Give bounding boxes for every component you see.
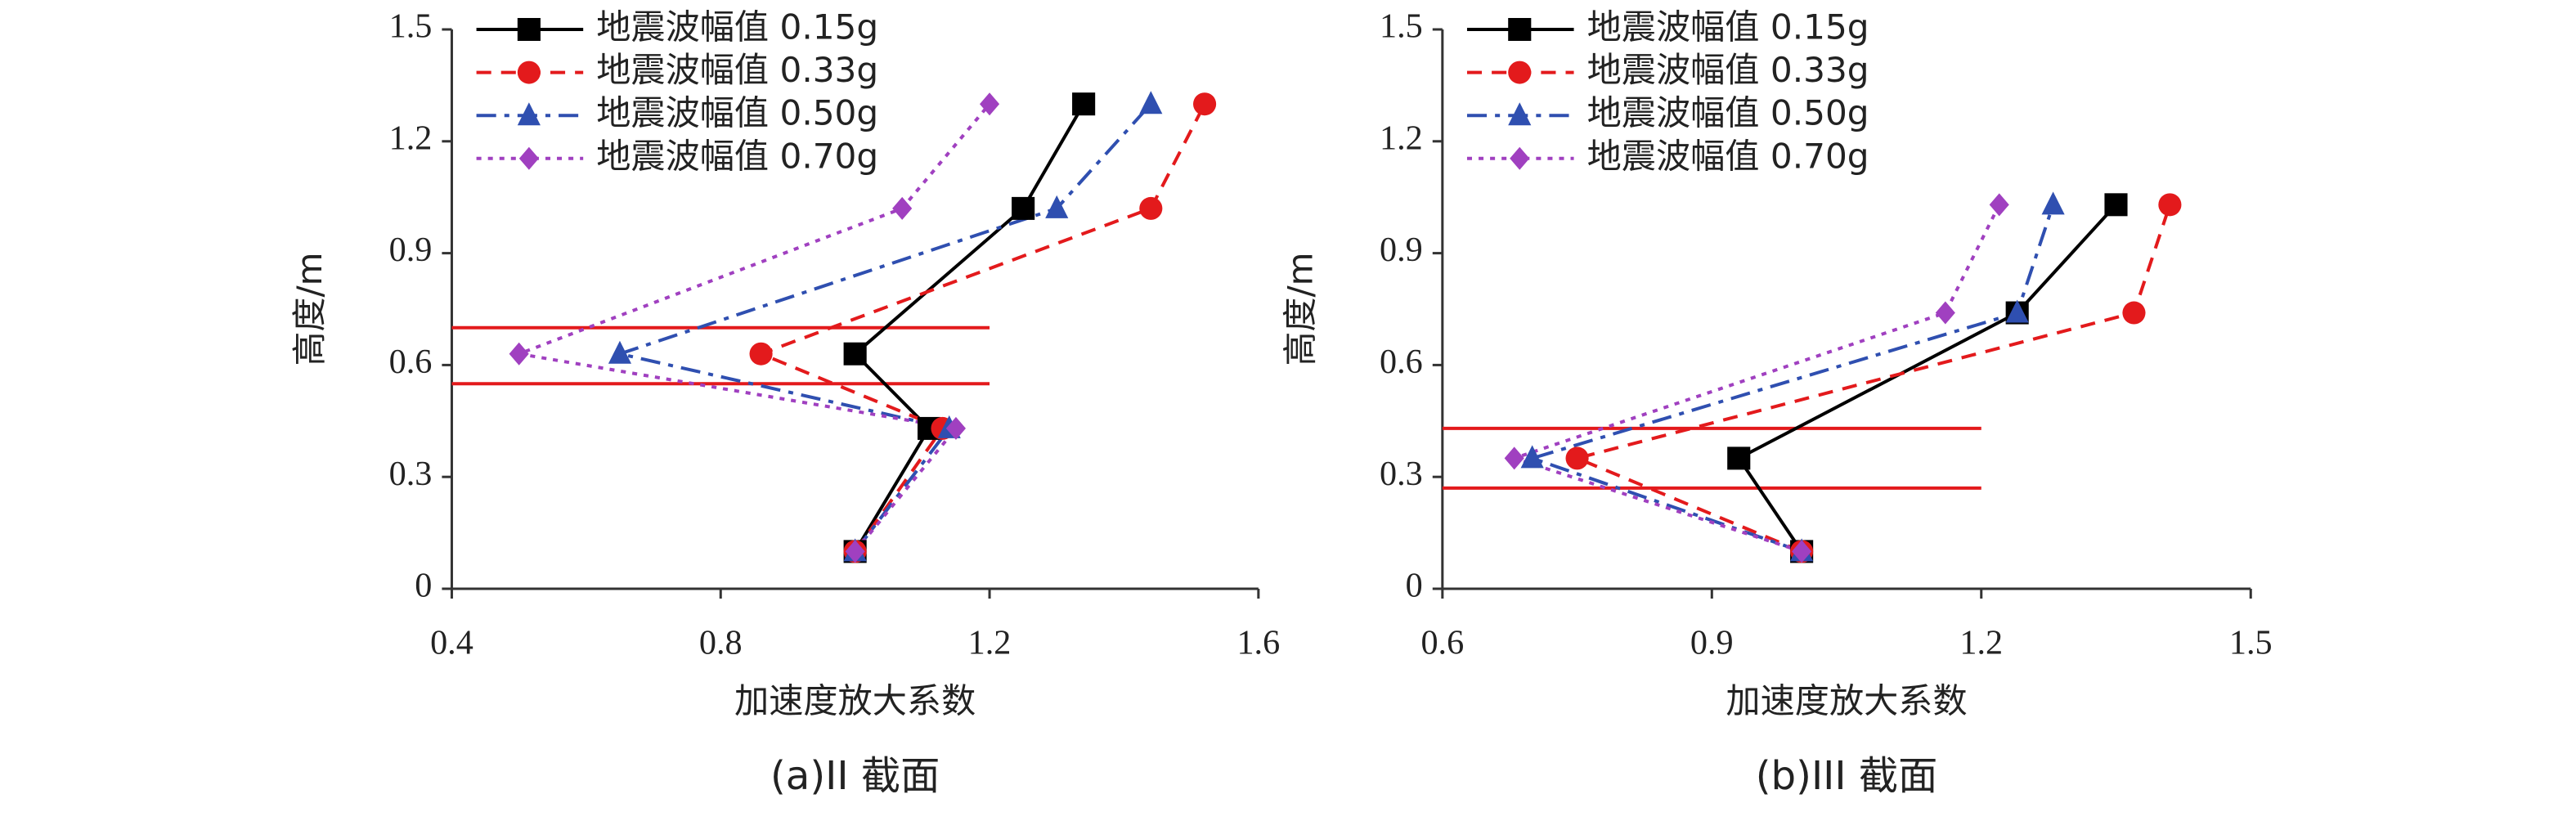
y-tick-label: 0.9: [389, 231, 433, 269]
marker: [1792, 540, 1812, 563]
y-tick-label: 1.2: [1380, 119, 1423, 158]
x-tick-label: 0.9: [1690, 624, 1734, 662]
legend-marker: [517, 61, 541, 84]
legend-label: 地震波幅值 0.15g: [1587, 7, 1869, 47]
marker: [1989, 193, 2009, 217]
y-tick-label: 0.6: [389, 343, 433, 381]
marker: [1193, 92, 1217, 116]
marker: [2104, 193, 2128, 217]
marker: [892, 196, 913, 220]
y-tick-label: 0: [1406, 567, 1423, 605]
y-axis-title: 高度/m: [1281, 252, 1321, 366]
legend-marker: [1510, 146, 1530, 170]
marker: [1727, 446, 1751, 470]
x-tick-label: 1.2: [968, 624, 1012, 662]
x-tick-label: 0.4: [430, 624, 473, 662]
marker: [979, 92, 1000, 116]
series-line: [1527, 204, 2055, 554]
marker: [845, 540, 865, 563]
x-tick-label: 1.5: [2229, 624, 2273, 662]
legend-label: 地震波幅值 0.50g: [1587, 93, 1869, 133]
legend-marker: [1508, 18, 1532, 41]
legend-label: 地震波幅值 0.70g: [1587, 136, 1869, 176]
legend-marker: [517, 102, 541, 126]
marker: [2041, 191, 2065, 215]
caption: (a)II 截面: [770, 753, 940, 799]
series-line: [1572, 204, 2172, 554]
y-tick-label: 1.2: [389, 119, 433, 158]
legend-label: 地震波幅值 0.70g: [596, 136, 878, 176]
x-tick-label: 0.8: [699, 624, 743, 662]
y-tick-label: 0.3: [389, 455, 433, 493]
y-tick-label: 0: [415, 567, 432, 605]
marker: [1139, 91, 1163, 114]
y-tick-label: 0.9: [1380, 231, 1423, 269]
y-tick-label: 1.5: [389, 7, 433, 46]
y-tick-label: 1.5: [1380, 7, 1423, 46]
marker: [2122, 301, 2146, 325]
marker: [2005, 299, 2029, 323]
x-axis-title: 加速度放大系数: [734, 681, 976, 721]
marker: [608, 340, 632, 364]
y-tick-label: 0.3: [1380, 455, 1423, 493]
marker: [749, 342, 773, 366]
series-line: [1509, 204, 2001, 554]
marker: [1520, 445, 1544, 469]
marker: [1504, 446, 1524, 470]
marker: [509, 342, 529, 366]
legend-marker: [1508, 102, 1532, 126]
y-tick-label: 0.6: [1380, 343, 1423, 381]
marker: [1045, 195, 1069, 218]
legend-marker: [518, 146, 539, 170]
marker: [2158, 193, 2182, 217]
legend-label: 地震波幅值 0.33g: [1587, 50, 1869, 90]
caption: (b)III 截面: [1756, 753, 1938, 799]
legend-label: 地震波幅值 0.50g: [596, 93, 878, 133]
x-tick-label: 1.6: [1236, 624, 1280, 662]
marker: [1012, 196, 1035, 220]
legend-label: 地震波幅值 0.33g: [596, 50, 878, 90]
legend-marker: [517, 18, 541, 41]
marker: [1935, 301, 1955, 325]
marker: [1139, 196, 1163, 220]
x-axis-title: 加速度放大系数: [1726, 681, 1967, 721]
y-axis-title: 高度/m: [289, 252, 330, 366]
x-tick-label: 1.2: [1959, 624, 2003, 662]
legend-label: 地震波幅值 0.15g: [596, 7, 878, 47]
legend-marker: [1508, 61, 1532, 84]
marker: [843, 342, 867, 366]
x-tick-label: 0.6: [1420, 624, 1464, 662]
marker: [1072, 92, 1096, 116]
series-line: [1736, 203, 2117, 553]
marker: [1565, 446, 1589, 470]
